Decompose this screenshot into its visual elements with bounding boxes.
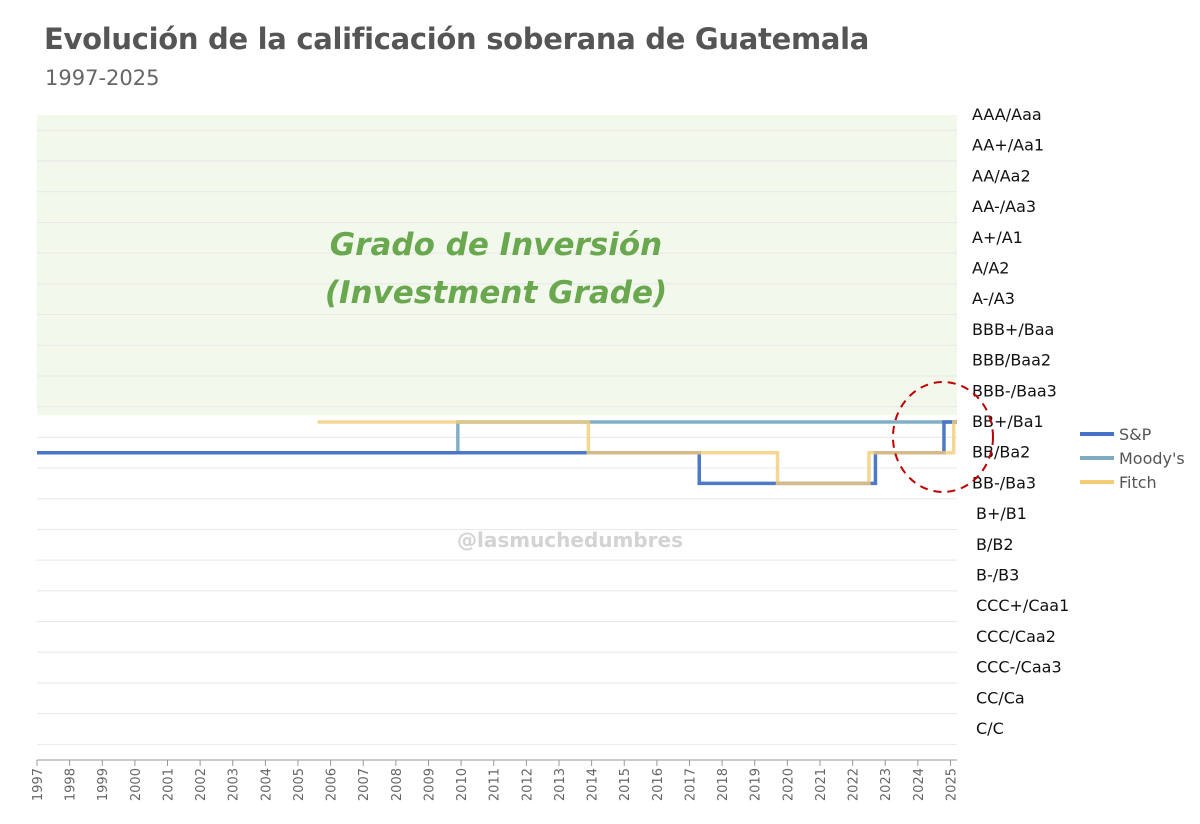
y-tick-label: BB/Ba2	[972, 443, 1030, 462]
x-tick-label: 2018	[716, 768, 731, 801]
x-tick-label: 2019	[749, 768, 764, 801]
y-tick-label: AA-/Aa3	[972, 197, 1036, 216]
gridlines	[37, 129, 957, 745]
x-tick-label: 2000	[129, 768, 144, 801]
y-axis-labels: AAA/Aaa AA+/Aa1 AA/Aa2 AA-/Aa3 A+/A1 A/A2 A-/A…	[972, 105, 1069, 738]
investment-grade-label-line2: (Investment Grade)	[325, 275, 667, 311]
x-tick-label: 2006	[325, 768, 340, 801]
x-tick-label: 1997	[31, 768, 46, 801]
x-tick-label: 2025	[944, 768, 959, 801]
x-tick-label: 1998	[64, 768, 79, 801]
legend: S&P Moody's Fitch	[1080, 425, 1185, 492]
x-tick-label: 2003	[227, 768, 242, 801]
series-line-fitch	[317, 420, 957, 486]
x-tick-label: 2017	[683, 768, 698, 801]
y-tick-label: A/A2	[972, 259, 1009, 278]
x-tick-label: 2024	[912, 768, 927, 801]
x-tick-label: 2023	[879, 768, 894, 801]
y-tick-label: CC/Ca	[976, 688, 1025, 707]
x-tick-label: 2005	[292, 768, 307, 801]
y-tick-label: BBB-/Baa3	[972, 381, 1057, 400]
y-tick-label: A+/A1	[972, 228, 1023, 247]
legend-label: Fitch	[1119, 473, 1157, 492]
x-tick-label: 2010	[455, 768, 470, 801]
y-tick-label: BBB/Baa2	[972, 351, 1051, 370]
x-tick-label: 2002	[194, 768, 209, 801]
y-tick-label: AAA/Aaa	[972, 105, 1042, 124]
chart-title: Evolución de la calificación soberana de…	[44, 22, 870, 56]
y-tick-label: B/B2	[976, 535, 1014, 554]
x-tick-label: 2001	[161, 768, 176, 801]
y-tick-label: CCC-/Caa3	[976, 658, 1062, 677]
y-tick-label: C/C	[976, 719, 1004, 738]
x-tick-label: 2021	[814, 768, 829, 801]
chart-subtitle: 1997-2025	[45, 66, 160, 90]
y-tick-label: CCC/Caa2	[976, 627, 1056, 646]
y-tick-label: B+/B1	[976, 504, 1027, 523]
x-tick-label: 2015	[618, 768, 633, 801]
x-tick-label: 2020	[781, 768, 796, 801]
investment-grade-band	[37, 115, 957, 416]
y-tick-label: AA/Aa2	[972, 166, 1031, 185]
y-tick-label: BB+/Ba1	[972, 412, 1044, 431]
x-tick-label: 2007	[357, 768, 372, 801]
series-layer	[37, 420, 957, 486]
x-tick-label: 2016	[651, 768, 666, 801]
x-tick-label: 2012	[520, 768, 535, 801]
x-axis: 1997 1998 1999 2000 2001 2002 2003 2004 2005 2006…	[31, 759, 959, 801]
y-tick-label: CCC+/Caa1	[976, 596, 1069, 615]
x-tick-label: 2008	[390, 768, 405, 801]
x-tick-label: 2014	[586, 768, 601, 801]
y-tick-label: A-/A3	[972, 289, 1015, 308]
legend-label: S&P	[1119, 425, 1152, 444]
y-tick-label: BB-/Ba3	[972, 473, 1036, 492]
x-tick-label: 2013	[553, 768, 568, 801]
x-tick-label: 2011	[488, 768, 503, 801]
investment-grade-label-line1: Grado de Inversión	[330, 227, 663, 263]
y-tick-label: AA+/Aa1	[972, 136, 1044, 155]
y-tick-label: B-/B3	[976, 566, 1019, 585]
highlight-circle	[892, 381, 994, 493]
legend-label: Moody's	[1119, 449, 1185, 468]
series-line-sp	[37, 420, 957, 486]
x-tick-label: 2004	[259, 768, 274, 801]
watermark: @lasmuchedumbres	[457, 528, 683, 552]
x-tick-label: 1999	[96, 768, 111, 801]
x-tick-label: 2009	[422, 768, 437, 801]
y-tick-label: BBB+/Baa	[972, 320, 1054, 339]
x-tick-label: 2022	[847, 768, 862, 801]
